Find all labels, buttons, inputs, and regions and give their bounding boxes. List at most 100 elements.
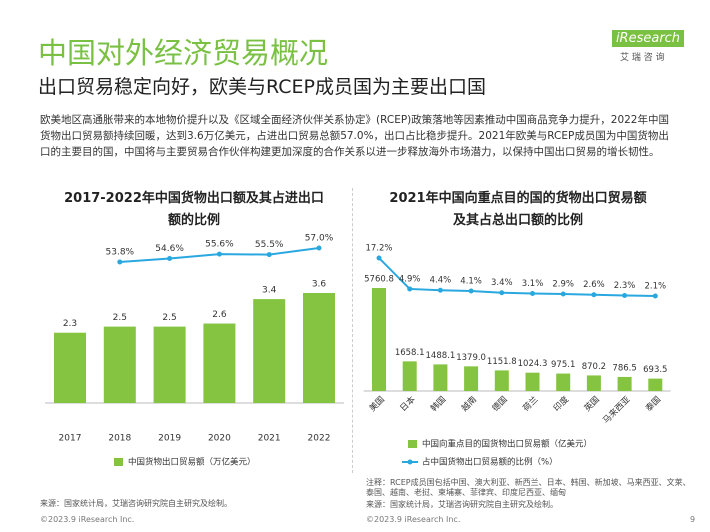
x-tick-label: 泰国 [643, 394, 663, 414]
data-label: 1024.3 [518, 359, 548, 369]
data-label: 4.9% [399, 274, 421, 284]
data-label: 4.4% [430, 276, 452, 286]
paragraph: 欧美地区高通胀带来的本地物价提升以及《区域全面经济伙伴关系协定》(RCEP)政策… [40, 114, 669, 158]
data-label: 1488.1 [426, 351, 456, 361]
data-label: 3.4% [491, 278, 513, 288]
x-tick-label: 英国 [582, 394, 602, 414]
point [468, 288, 474, 294]
point [499, 290, 505, 296]
data-label: 1658.1 [395, 348, 425, 358]
x-tick-label: 2021 [258, 434, 281, 444]
data-label: 54.6% [155, 244, 184, 254]
bar [103, 326, 136, 403]
x-tick-label: 印度 [551, 394, 571, 414]
bar [525, 372, 540, 391]
data-label: 2.3 [63, 319, 77, 329]
x-tick-label: 日本 [398, 394, 418, 414]
legend-swatch [408, 440, 417, 448]
logo: iResearch [612, 30, 684, 47]
data-label: 17.2% [365, 244, 392, 254]
page-number: 9 [690, 515, 696, 524]
point [560, 291, 566, 297]
data-label: 2.6 [212, 310, 227, 320]
data-label: 2.5 [162, 313, 176, 323]
legend-label: 中国向重点目的国货物出口贸易额（亿美元） [422, 439, 592, 450]
point [530, 290, 535, 296]
x-tick-label: 马来西亚 [601, 394, 632, 425]
point [167, 256, 173, 261]
point [591, 292, 597, 298]
bar [372, 288, 386, 391]
chart-title: 2021年中国向重点目的国的货物出口贸易额及其占总出口额的比例 [389, 191, 647, 228]
bar [253, 299, 286, 403]
source: 来源：国家统计局，艾瑞咨询研究院自主研究及绘制。 [366, 500, 558, 509]
x-tick-label: 荷兰 [521, 394, 541, 414]
data-label: 693.5 [643, 365, 667, 375]
data-label: 5760.8 [364, 275, 394, 285]
x-tick-label: 2019 [158, 434, 181, 444]
chart-title: 2017-2022年中国货物出口额及其占进出口额的比例 [64, 191, 324, 228]
bar [153, 326, 186, 403]
bar [464, 366, 479, 391]
data-label: 786.5 [612, 363, 636, 373]
data-label: 57.0% [305, 234, 334, 244]
x-tick-label: 2018 [108, 434, 131, 444]
data-label: 3.1% [522, 279, 544, 289]
legend-swatch [114, 458, 123, 466]
bar [433, 364, 448, 391]
data-label: 55.6% [205, 240, 234, 250]
data-label: 3.4 [262, 286, 277, 296]
x-tick-label: 2017 [59, 434, 82, 444]
bar [586, 375, 601, 391]
point [407, 286, 413, 292]
data-label: 975.1 [551, 360, 575, 370]
point [652, 293, 658, 299]
data-label: 4.1% [460, 276, 482, 286]
x-tick-label: 2022 [308, 434, 331, 444]
bar [203, 323, 236, 403]
data-label: 2.6% [583, 280, 605, 290]
point [437, 287, 443, 293]
point [216, 251, 222, 257]
data-label: 2.9% [552, 279, 574, 289]
point [117, 259, 123, 265]
point [622, 292, 628, 298]
title: 中国对外经济贸易概况 [38, 36, 329, 70]
bar [402, 361, 417, 391]
x-tick-label: 德国 [490, 394, 510, 414]
x-tick-label: 美国 [367, 394, 387, 414]
point [376, 255, 382, 261]
data-label: 55.5% [255, 240, 284, 250]
bar [648, 378, 663, 391]
point [266, 252, 272, 258]
bar [556, 373, 571, 391]
copyright: ©2023.9 iResearch Inc. [366, 515, 461, 524]
legend-label: 占中国货物出口贸易额的比例（%） [422, 457, 558, 468]
legend-label: 中国货物出口贸易额（万亿美元） [128, 457, 256, 468]
logo-sub: 艾 瑞 咨 询 [620, 53, 665, 63]
legend-swatch [407, 459, 413, 465]
data-label: 2.1% [644, 282, 666, 292]
line [378, 257, 656, 297]
data-label: 53.8% [106, 248, 135, 258]
x-tick-label: 韩国 [428, 394, 448, 414]
data-label: 870.2 [582, 362, 606, 372]
copyright: ©2023.9 iResearch Inc. [40, 515, 135, 524]
data-label: 1379.0 [456, 353, 486, 363]
bar [494, 370, 509, 391]
source: 来源：国家统计局，艾瑞咨询研究院自主研究及绘制。 [40, 499, 232, 508]
bar [54, 332, 86, 403]
bar [303, 293, 335, 403]
x-tick-label: 越南 [459, 394, 479, 414]
subtitle: 出口贸易稳定向好，欧美与RCEP成员国为主要出口国 [38, 76, 486, 98]
data-label: 2.5 [113, 313, 127, 323]
bar [617, 376, 632, 391]
note: 注释：RCEP成员国包括中国、澳大利亚、新西兰、日本、韩国、新加坡、马来西亚、文… [366, 478, 691, 497]
data-label: 3.6 [312, 280, 327, 290]
point [316, 245, 322, 251]
divider [352, 188, 354, 473]
data-label: 1151.8 [487, 357, 517, 367]
data-label: 2.3% [614, 281, 636, 291]
